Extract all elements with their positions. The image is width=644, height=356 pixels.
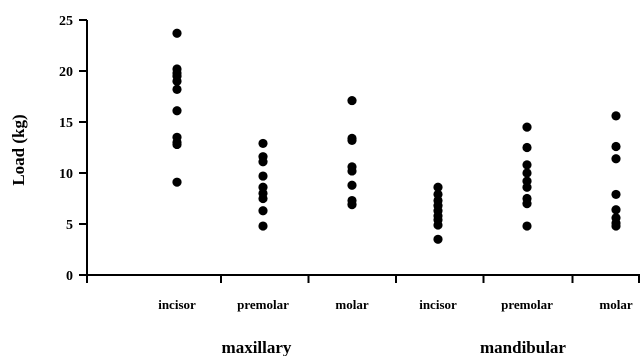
x-category-label: premolar — [237, 297, 289, 312]
x-category-label: incisor — [419, 297, 457, 312]
x-category-label: incisor — [158, 297, 196, 312]
data-point — [611, 221, 621, 231]
y-tick-label: 0 — [66, 269, 73, 284]
data-point — [258, 157, 268, 167]
data-point — [522, 221, 532, 231]
data-point — [347, 95, 357, 106]
data-point — [522, 142, 532, 153]
data-point — [172, 28, 182, 38]
y-tick-label: 20 — [59, 65, 73, 80]
data-point — [611, 154, 621, 164]
data-point — [347, 135, 357, 145]
data-point — [611, 141, 621, 152]
data-point — [433, 220, 443, 230]
y-tick-label: 5 — [66, 218, 73, 233]
data-point — [347, 180, 357, 190]
data-point — [258, 138, 268, 149]
data-point — [522, 199, 532, 209]
data-point — [611, 111, 621, 121]
data-point — [258, 171, 268, 181]
x-group-label: maxillary — [222, 338, 292, 356]
data-points — [172, 28, 621, 244]
data-point — [172, 84, 182, 94]
data-point — [522, 168, 532, 178]
data-point — [172, 177, 182, 187]
x-category-label: premolar — [501, 297, 553, 312]
x-category-label: molar — [599, 297, 632, 312]
data-point — [258, 206, 268, 216]
data-point — [258, 193, 268, 204]
data-point — [172, 76, 182, 86]
data-point — [172, 106, 182, 116]
data-point — [522, 122, 532, 132]
data-point — [258, 221, 268, 231]
data-point — [611, 189, 621, 200]
data-point — [347, 166, 357, 176]
data-point — [611, 205, 621, 215]
x-axis: incisor premolar molar incisor premolar molar… — [86, 274, 640, 356]
y-axis-title: Load (kg) — [9, 114, 28, 185]
y-tick-label: 25 — [59, 14, 73, 29]
x-category-label: molar — [335, 297, 368, 312]
y-axis: 0 5 10 15 20 25 — [59, 14, 88, 284]
data-point — [522, 182, 532, 192]
data-point — [433, 234, 443, 244]
data-point — [172, 139, 182, 150]
data-point — [433, 182, 443, 192]
y-tick-label: 10 — [59, 167, 73, 182]
data-point — [522, 160, 532, 170]
y-tick-label: 15 — [59, 116, 73, 131]
x-group-label: mandibular — [480, 338, 566, 356]
data-point — [347, 200, 357, 210]
